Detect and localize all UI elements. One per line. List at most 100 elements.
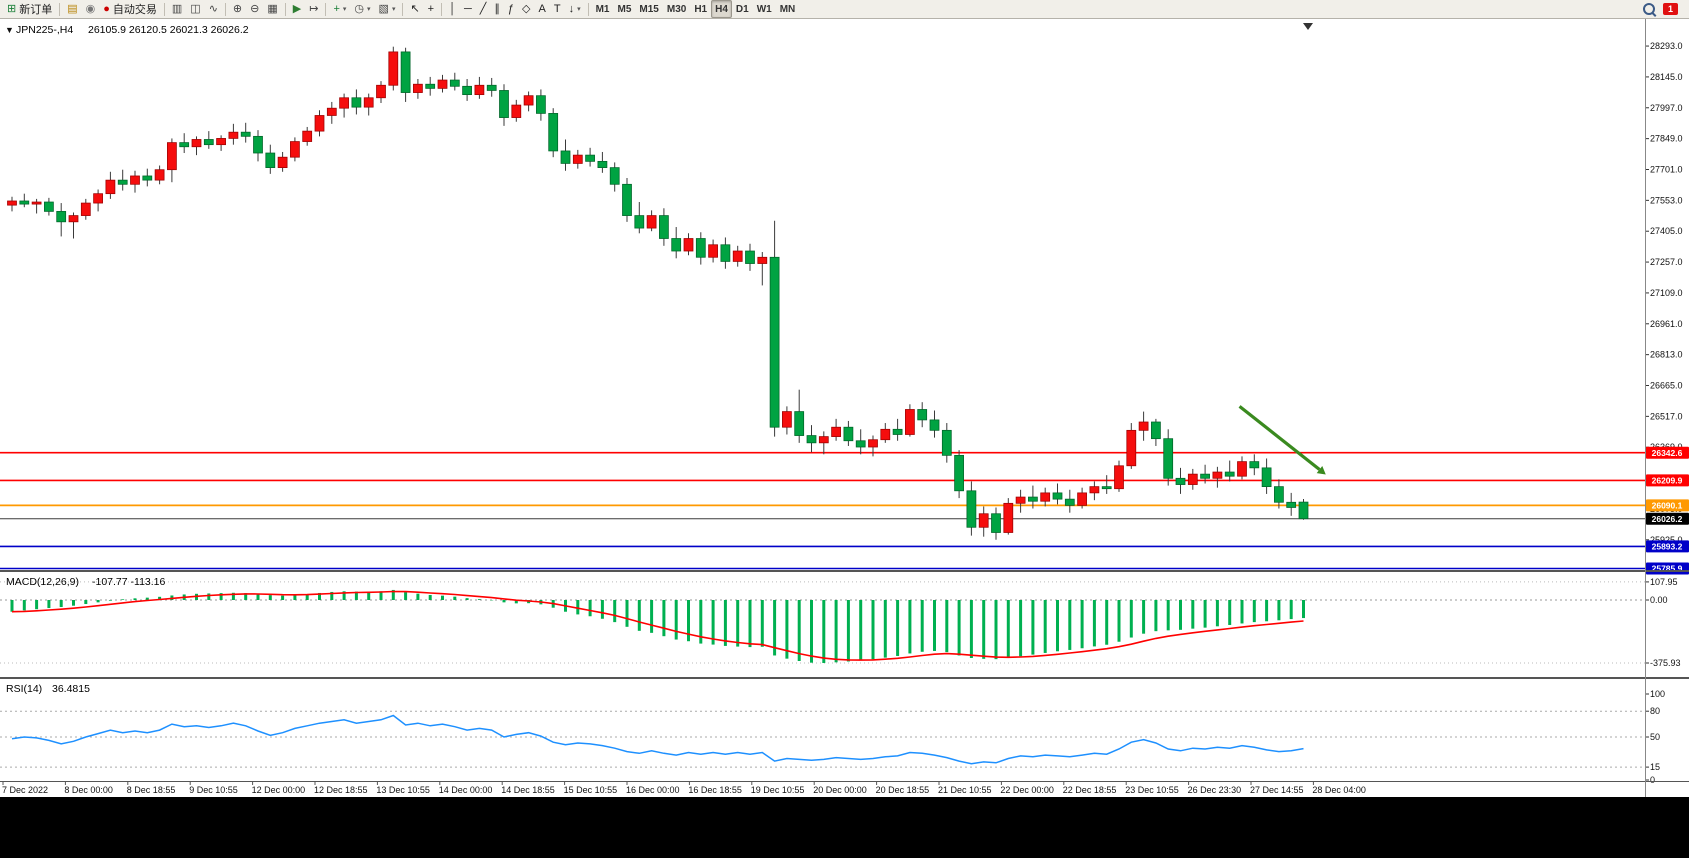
time-axis-label: 16 Dec 18:55 (688, 785, 742, 795)
time-axis-label: 19 Dec 10:55 (751, 785, 805, 795)
time-axis-label: 23 Dec 10:55 (1125, 785, 1179, 795)
indicators-button[interactable]: + ▾ (329, 0, 350, 18)
line-chart-button[interactable]: ∿ (205, 0, 222, 18)
indicators-icon: + (333, 2, 340, 15)
price-level-badge-label: 26342.6 (1652, 448, 1683, 458)
timeframe-h1-button[interactable]: H1 (690, 0, 711, 18)
price-level-badge-label: 26209.9 (1652, 476, 1683, 486)
price-level-badge-label: 25893.2 (1652, 542, 1683, 552)
notifications-badge[interactable]: 1 (1663, 3, 1678, 15)
macd-pane[interactable] (0, 581, 1645, 664)
price-axis-label: 26961.0 (1650, 319, 1683, 329)
price-axis[interactable] (1646, 18, 1689, 781)
macd-axis-label: 0.00 (1650, 595, 1668, 605)
timeframe-d1-button[interactable]: D1 (732, 0, 753, 18)
text-label-button[interactable]: T (550, 0, 565, 18)
time-axis-label: 9 Dec 10:55 (189, 785, 238, 795)
new-order-button[interactable]: ⊞ 新订单 (3, 0, 56, 18)
candlestick (265, 152, 276, 168)
sound-icon: ◉ (85, 2, 96, 15)
rsi-splitter[interactable] (0, 677, 1689, 679)
candlestick (1003, 502, 1014, 533)
price-axis-label: 27997.0 (1650, 103, 1683, 113)
horizontal-line-icon: ─ (463, 2, 472, 15)
price-axis-label: 25925.0 (1650, 535, 1683, 545)
candlestick (622, 183, 632, 216)
vertical-line-button[interactable]: │ (445, 0, 460, 18)
candlestick (905, 409, 915, 435)
tile-windows-button[interactable]: ▦ (263, 0, 281, 18)
main-chart-pane[interactable] (0, 46, 1645, 570)
bar-chart-button[interactable]: ▥ (168, 0, 186, 18)
candlestick (1224, 471, 1235, 477)
candlestick (659, 215, 669, 239)
candlestick (745, 250, 755, 264)
candlestick (585, 154, 595, 162)
time-axis[interactable] (0, 782, 1645, 797)
chart-shift-marker-icon[interactable] (1303, 23, 1313, 30)
candlestick (1187, 473, 1198, 485)
macd-axis-label: 107.95 (1650, 577, 1678, 587)
channel-button[interactable]: ∥ (490, 0, 504, 18)
time-axis-label: 26 Dec 23:30 (1188, 785, 1242, 795)
rsi-axis-label: 0 (1650, 775, 1655, 785)
timeframe-mn-button[interactable]: MN (776, 0, 800, 18)
timeframe-m15-button[interactable]: M15 (635, 0, 662, 18)
timeframe-w1-button-label: W1 (756, 3, 772, 15)
fibonacci-button[interactable]: ƒ (504, 0, 518, 18)
timeframe-m1-button[interactable]: M1 (592, 0, 614, 18)
market-watch-button[interactable]: ▤ (63, 0, 81, 18)
time-axis-label: 28 Dec 04:00 (1312, 785, 1366, 795)
candlestick (253, 135, 263, 154)
rsi-pane[interactable] (0, 710, 1645, 768)
chart-shift-button[interactable]: ↦ (305, 0, 322, 18)
candlestick (1212, 471, 1223, 479)
candlestick-button[interactable]: ◫ (186, 0, 204, 18)
arrows-button[interactable]: ↓ ▾ (565, 0, 585, 18)
macd-splitter[interactable] (0, 570, 1689, 572)
timeframe-h4-button[interactable]: H4 (711, 0, 732, 18)
candlestick (154, 169, 165, 181)
zoom-in-button[interactable]: ⊕ (229, 0, 246, 18)
horizontal-line-button[interactable]: ─ (460, 0, 476, 18)
timeframe-m30-button[interactable]: M30 (663, 0, 690, 18)
vertical-line-icon: │ (449, 2, 456, 15)
candlestick (1138, 421, 1149, 431)
text-icon: A (538, 2, 546, 15)
text-button[interactable]: A (535, 0, 550, 18)
periods-icon: ◷ (354, 2, 365, 15)
crosshair-button[interactable]: + (424, 0, 438, 18)
shapes-button[interactable]: ◇ (518, 0, 534, 18)
symbol-collapse-icon[interactable]: ▼ (5, 25, 14, 35)
candlestick (560, 150, 571, 164)
symbol-ohlc: 26105.9 26120.5 26021.3 26026.2 (88, 24, 249, 36)
candlestick (511, 104, 522, 118)
alerts-button[interactable]: ◉ (82, 0, 100, 18)
search-icon[interactable] (1643, 3, 1655, 15)
cursor-button[interactable]: ↖ (406, 0, 423, 18)
timeframe-w1-button[interactable]: W1 (753, 0, 776, 18)
crosshair-icon: + (427, 2, 435, 15)
candlestick (449, 79, 460, 87)
auto-scroll-button[interactable]: ▶ (289, 0, 305, 18)
chevron-down-icon: ▾ (342, 6, 347, 13)
periods-button[interactable]: ◷ ▾ (350, 0, 374, 18)
zoom-out-button[interactable]: ⊖ (246, 0, 263, 18)
trend-arrow-annotation[interactable] (1238, 405, 1321, 471)
candlestick (486, 84, 497, 91)
timeframe-m1-button-label: M1 (595, 3, 610, 15)
candlestick (290, 141, 300, 158)
toolbar-separator (587, 2, 589, 16)
candlestick (19, 200, 30, 205)
candlestick (437, 79, 448, 89)
price-level-badge (1646, 512, 1689, 525)
trendline-button[interactable]: ╱ (476, 0, 491, 18)
autotrading-button[interactable]: ● 自动交易 (99, 0, 161, 18)
candlestick (228, 131, 239, 139)
rsi-axis-label: 50 (1650, 732, 1660, 742)
timeframe-m5-button[interactable]: M5 (614, 0, 636, 18)
candlestick (732, 250, 743, 262)
templates-button[interactable]: ▧ ▾ (375, 0, 400, 18)
rsi-axis-label: 100 (1650, 689, 1665, 699)
chevron-down-icon: ▾ (391, 6, 396, 13)
